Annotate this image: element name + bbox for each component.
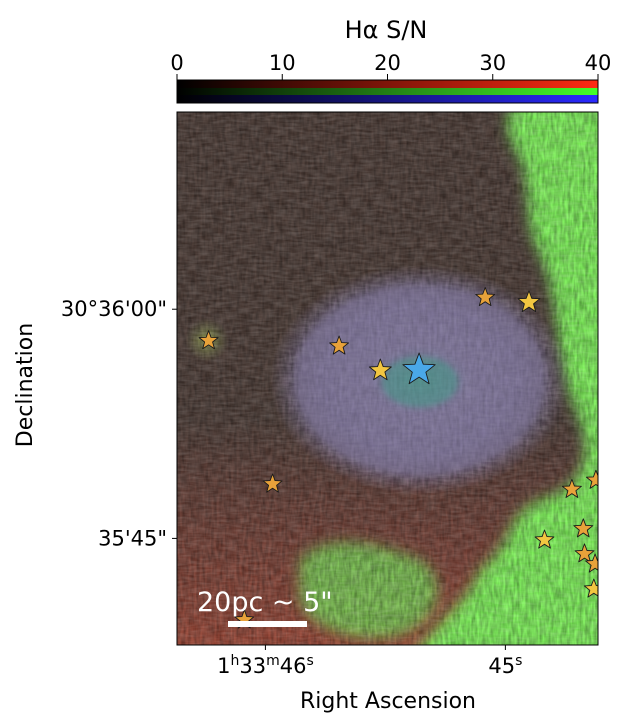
x-tick-label-part: 1 <box>217 654 230 678</box>
plot-frame <box>176 111 599 646</box>
x-tick-label-part: 33 <box>239 654 266 678</box>
star-marker <box>534 529 555 549</box>
colorbar-tick-label: 10 <box>269 51 296 75</box>
star-marker <box>402 352 436 385</box>
colorbar: Hα S/N 0 10 20 30 40 <box>170 16 611 104</box>
x-tick-label-part: h <box>230 653 239 669</box>
star-marker <box>585 553 598 573</box>
star-marker <box>561 478 582 498</box>
colorbar-title: Hα S/N <box>345 16 428 44</box>
x-tick-label-part: s <box>515 653 522 669</box>
x-tick-label-part: 46 <box>280 654 307 678</box>
colorbar-tick-label: 0 <box>170 51 183 75</box>
star-marker <box>198 330 219 350</box>
star-marker <box>517 290 541 313</box>
scale-bar-line <box>228 621 307 627</box>
colorbar-tick-label: 30 <box>479 51 506 75</box>
x-tick-label: 45s <box>488 653 522 678</box>
star-marker <box>368 358 392 381</box>
star-marker <box>262 473 283 493</box>
x-tick-label-part: m <box>266 653 280 669</box>
halpha-map <box>177 112 598 645</box>
map-core-overlay <box>382 357 458 407</box>
colorbar-red-channel <box>177 80 598 88</box>
colorbar-ticks: 0 10 20 30 40 <box>170 51 611 80</box>
colorbar-tick-label: 40 <box>585 51 612 75</box>
star-marker <box>574 543 595 563</box>
colorbar-green-channel <box>177 88 598 95</box>
y-tick-label: 30°36'00" <box>61 297 167 321</box>
star-markers <box>198 287 598 629</box>
y-tick-label: 35'45" <box>98 526 167 550</box>
x-axis-label: Right Ascension <box>300 689 476 714</box>
y-axis-ticks: 30°36'00" 35'45" <box>61 297 177 550</box>
star-marker <box>475 287 496 307</box>
colorbar-blue-channel <box>177 95 598 103</box>
x-tick-label: 1h33m46s <box>217 653 314 678</box>
star-marker <box>573 518 594 538</box>
scale-bar: 20pc ~ 5" <box>197 587 333 627</box>
star-marker <box>583 578 598 598</box>
colorbar-frame <box>176 79 599 104</box>
y-axis-label: Declination <box>13 323 38 447</box>
x-tick-label-part: s <box>306 653 313 669</box>
colorbar-tick-label: 20 <box>374 51 401 75</box>
scale-bar-label: 20pc ~ 5" <box>197 587 333 618</box>
star-marker <box>585 469 598 489</box>
x-tick-label-part: 45 <box>488 654 515 678</box>
star-marker <box>329 335 350 355</box>
x-axis-ticks: 1h33m46s 45s <box>217 645 522 678</box>
